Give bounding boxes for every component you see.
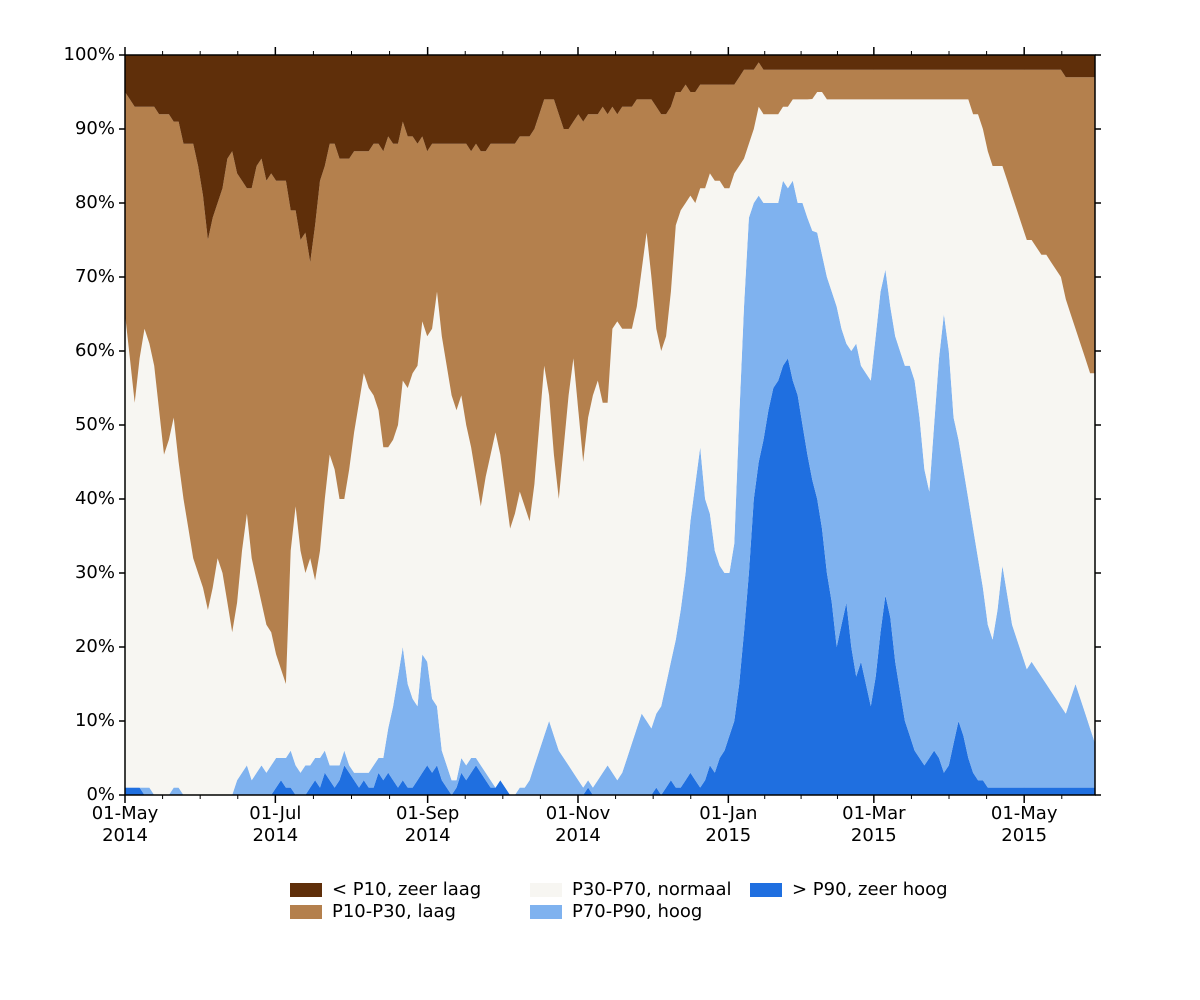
y-tick-label: 30% (75, 562, 115, 583)
x-tick-label: 01-Jan (699, 803, 757, 824)
x-tick-sublabel: 2014 (102, 825, 148, 846)
legend-swatch-p90 (530, 905, 562, 919)
legend-label-p70: P30-P70, normaal (572, 879, 732, 900)
x-tick-label: 01-May (991, 803, 1058, 824)
x-tick-label: 01-May (92, 803, 159, 824)
legend-label-p30: P10-P30, laag (332, 901, 456, 922)
legend-swatch-p70 (530, 883, 562, 897)
stacked-area-chart: 0%10%20%30%40%50%60%70%80%90%100%01-May2… (0, 0, 1200, 1000)
legend-swatch-p10 (290, 883, 322, 897)
x-tick-sublabel: 2014 (252, 825, 298, 846)
x-tick-label: 01-Sep (396, 803, 459, 824)
y-tick-label: 100% (64, 44, 115, 65)
y-tick-label: 90% (75, 118, 115, 139)
y-tick-label: 40% (75, 488, 115, 509)
x-tick-label: 01-Mar (842, 803, 906, 824)
legend-label-p100: > P90, zeer hoog (792, 879, 948, 900)
x-tick-label: 01-Jul (249, 803, 301, 824)
y-tick-label: 50% (75, 414, 115, 435)
x-tick-sublabel: 2015 (705, 825, 751, 846)
x-tick-sublabel: 2014 (405, 825, 451, 846)
y-tick-label: 60% (75, 340, 115, 361)
x-tick-label: 01-Nov (546, 803, 611, 824)
y-tick-label: 80% (75, 192, 115, 213)
legend-label-p90: P70-P90, hoog (572, 901, 702, 922)
y-tick-label: 10% (75, 710, 115, 731)
legend-label-p10: < P10, zeer laag (332, 879, 481, 900)
legend-swatch-p100 (750, 883, 782, 897)
y-tick-label: 70% (75, 266, 115, 287)
x-tick-sublabel: 2015 (1001, 825, 1047, 846)
legend-swatch-p30 (290, 905, 322, 919)
legend: < P10, zeer laagP10-P30, laag P30-P70, no… (290, 879, 948, 922)
x-tick-sublabel: 2014 (555, 825, 601, 846)
x-tick-sublabel: 2015 (851, 825, 897, 846)
y-tick-label: 20% (75, 636, 115, 657)
y-tick-label: 0% (86, 784, 115, 805)
